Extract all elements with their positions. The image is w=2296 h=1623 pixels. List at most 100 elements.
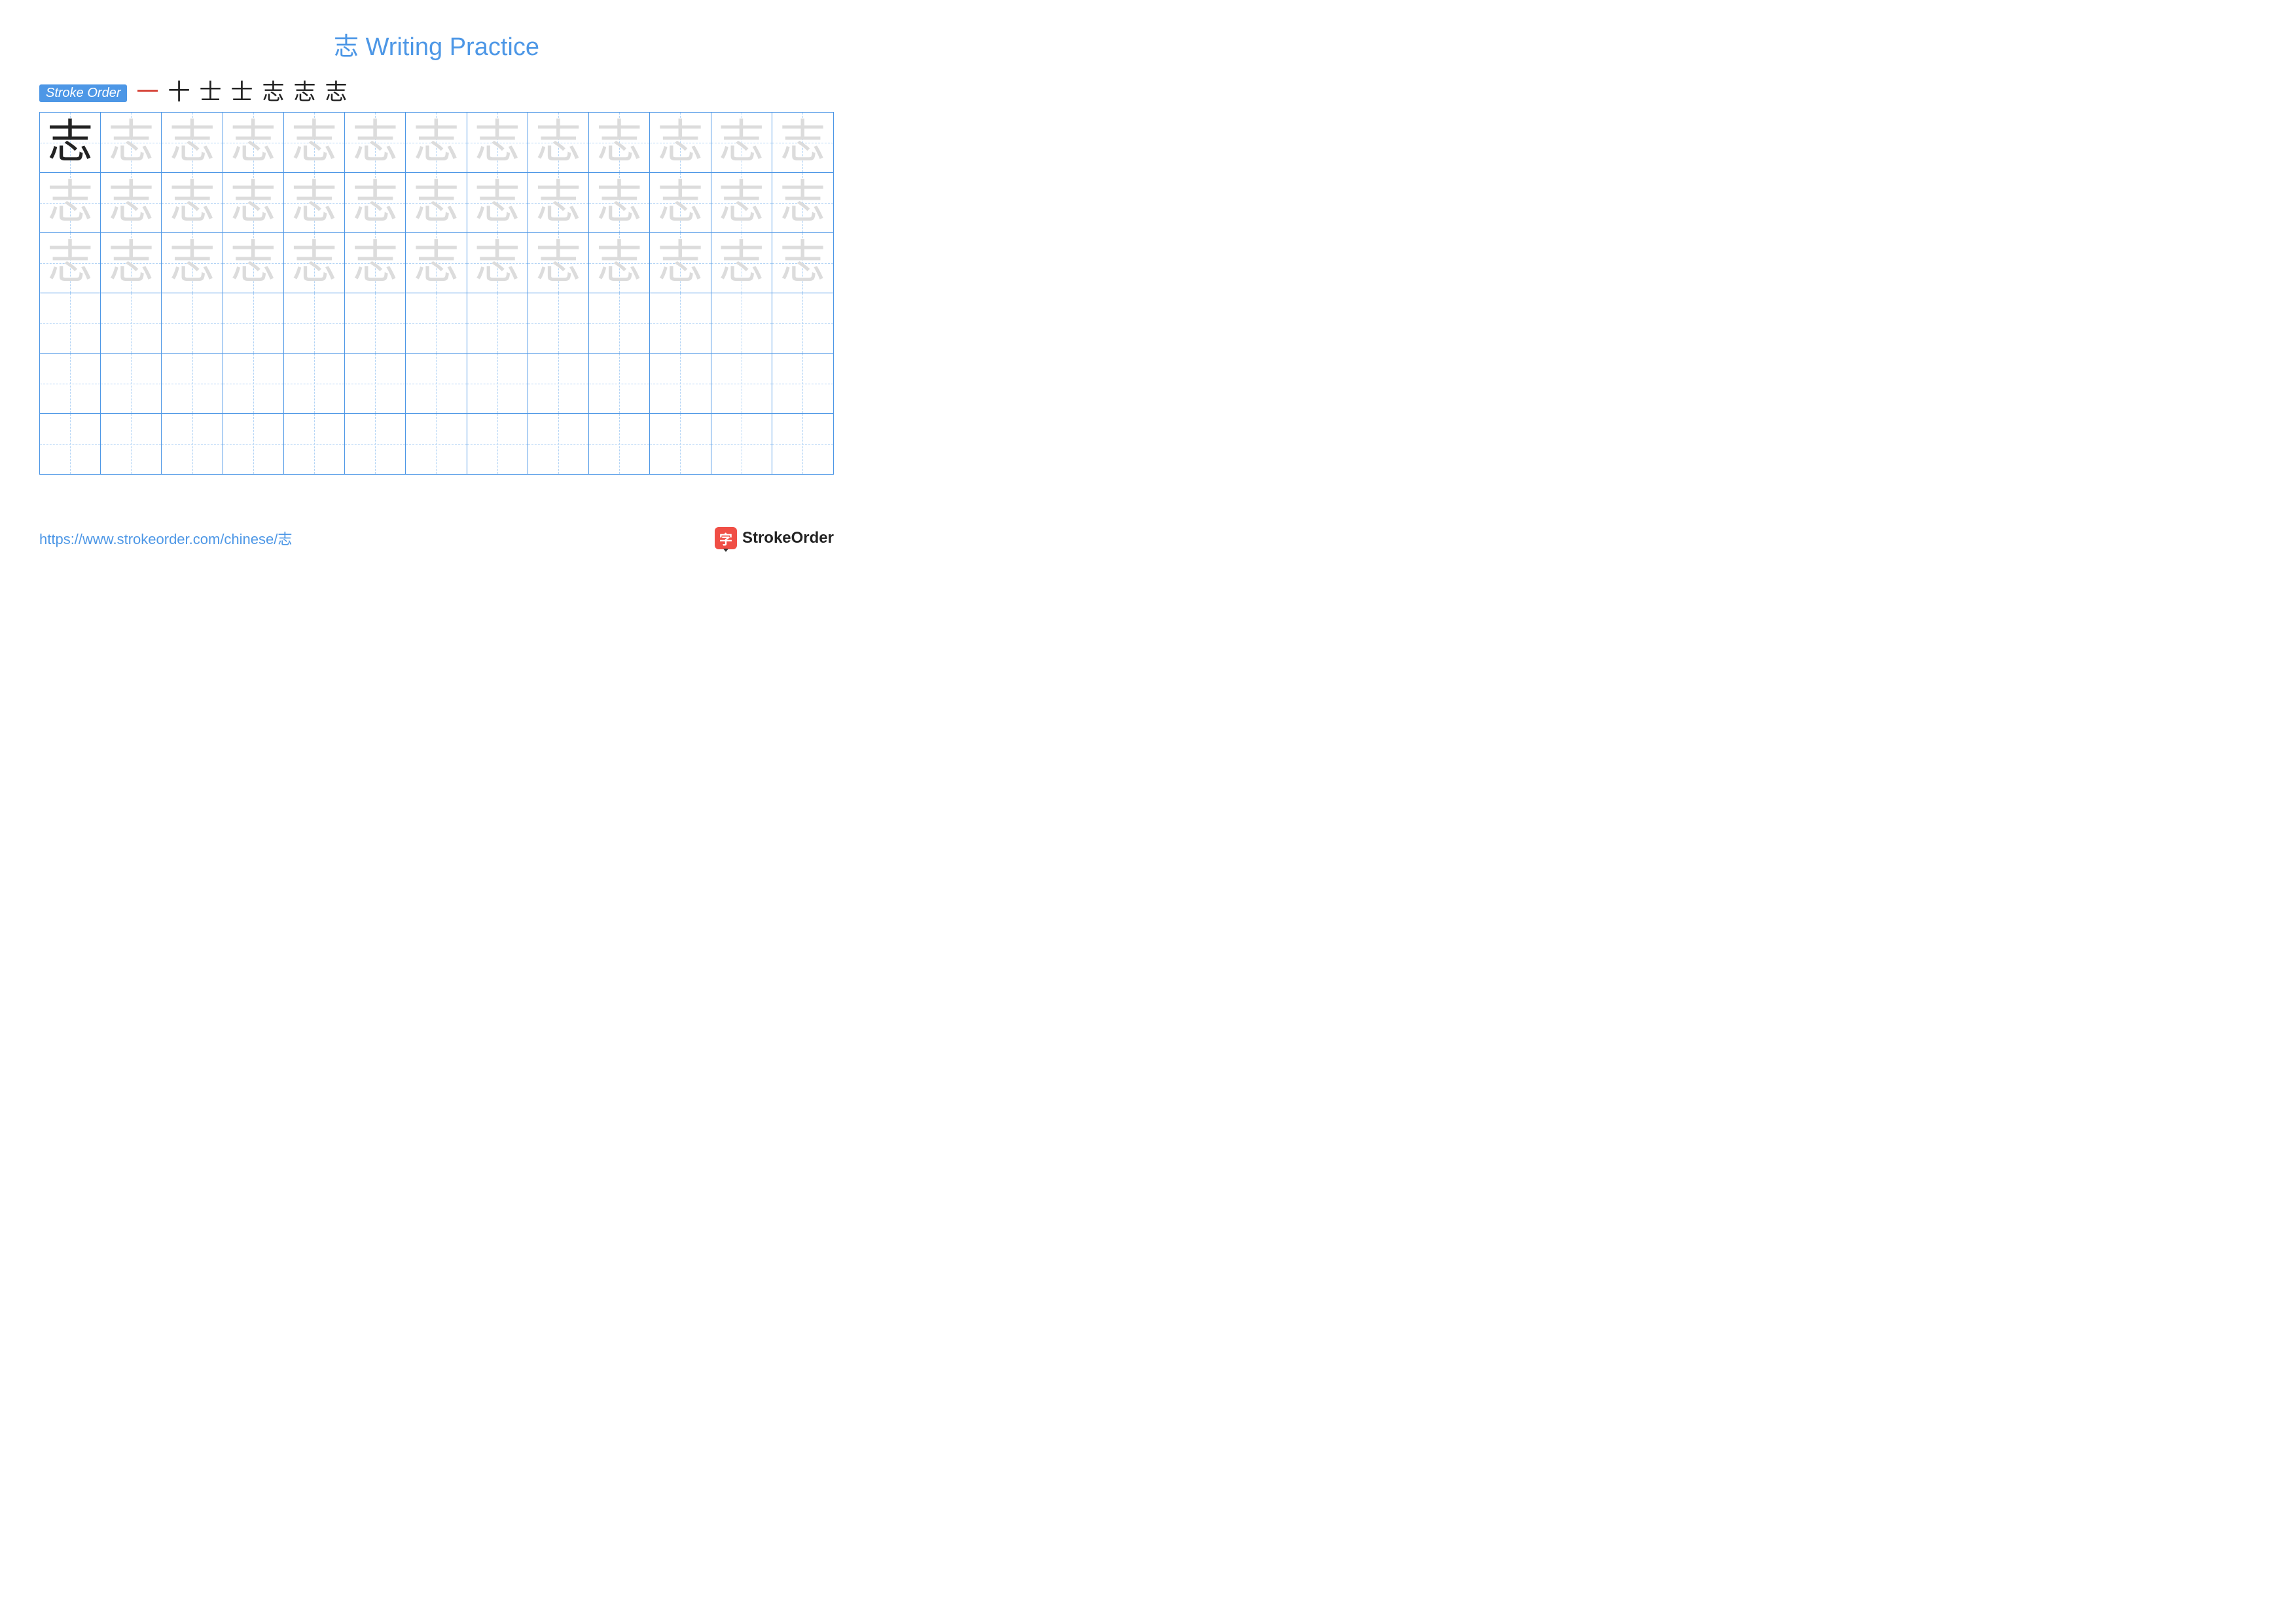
- trace-character: 志: [230, 180, 276, 226]
- trace-character: 志: [352, 180, 398, 226]
- stroke-step-4: 士: [230, 82, 253, 104]
- grid-cell: [101, 293, 162, 354]
- stroke-step-5: 志: [262, 82, 284, 104]
- logo: 字 StrokeOrder: [715, 527, 834, 549]
- grid-cell: [528, 414, 589, 474]
- grid-cell: 志: [101, 233, 162, 293]
- grid-cell: [589, 354, 650, 414]
- grid-cell: 志: [467, 233, 528, 293]
- trace-character: 志: [596, 240, 642, 286]
- grid-cell: [406, 354, 467, 414]
- grid-cell: 志: [406, 233, 467, 293]
- grid-cell: [162, 293, 223, 354]
- trace-character: 志: [780, 240, 825, 286]
- grid-cell: 志: [284, 113, 345, 173]
- stroke-step-1: 一: [136, 82, 158, 104]
- logo-icon: 字: [715, 527, 737, 549]
- trace-character: 志: [719, 240, 764, 286]
- trace-character: 志: [780, 180, 825, 226]
- trace-character: 志: [230, 120, 276, 166]
- grid-cell: [223, 354, 284, 414]
- grid-cell: 志: [650, 173, 711, 233]
- grid-cell: [345, 354, 406, 414]
- grid-cell: 志: [345, 173, 406, 233]
- trace-character: 志: [108, 120, 154, 166]
- grid-cell: 志: [284, 173, 345, 233]
- grid-cell: [284, 354, 345, 414]
- stroke-step-3: 士: [199, 82, 221, 104]
- grid-cell: 志: [101, 113, 162, 173]
- grid-cell: [711, 293, 772, 354]
- grid-cell: [467, 414, 528, 474]
- grid-cell: [284, 293, 345, 354]
- grid-cell: 志: [223, 233, 284, 293]
- trace-character: 志: [47, 240, 93, 286]
- trace-character: 志: [535, 180, 581, 226]
- grid-cell: 志: [345, 113, 406, 173]
- grid-cell: 志: [162, 173, 223, 233]
- grid-cell: 志: [467, 113, 528, 173]
- practice-grid: 志志志志志志志志志志志志志志志志志志志志志志志志志志志志志志志志志志志志志志志: [39, 112, 834, 475]
- grid-cell: 志: [589, 113, 650, 173]
- grid-cell: [406, 293, 467, 354]
- trace-character: 志: [352, 120, 398, 166]
- logo-text: StrokeOrder: [742, 529, 834, 547]
- trace-character: 志: [596, 180, 642, 226]
- grid-cell: [711, 354, 772, 414]
- grid-cell: [101, 414, 162, 474]
- trace-character: 志: [108, 180, 154, 226]
- grid-cell: 志: [772, 233, 833, 293]
- grid-cell: [223, 293, 284, 354]
- trace-character: 志: [170, 180, 215, 226]
- grid-cell: [345, 293, 406, 354]
- footer-url[interactable]: https://www.strokeorder.com/chinese/志: [39, 528, 292, 549]
- grid-cell: 志: [162, 113, 223, 173]
- model-character: 志: [47, 120, 93, 166]
- grid-cell: [40, 293, 101, 354]
- trace-character: 志: [108, 240, 154, 286]
- grid-cell: 志: [406, 173, 467, 233]
- trace-character: 志: [657, 120, 703, 166]
- grid-cell: [772, 293, 833, 354]
- grid-cell: 志: [223, 113, 284, 173]
- title-suffix: Writing Practice: [359, 33, 539, 61]
- grid-cell: 志: [467, 173, 528, 233]
- trace-character: 志: [413, 180, 459, 226]
- trace-character: 志: [352, 240, 398, 286]
- trace-character: 志: [291, 240, 337, 286]
- grid-cell: 志: [406, 113, 467, 173]
- title-character: 志: [334, 33, 359, 61]
- grid-cell: [650, 354, 711, 414]
- trace-character: 志: [475, 180, 520, 226]
- grid-cell: [101, 354, 162, 414]
- trace-character: 志: [719, 180, 764, 226]
- grid-cell: 志: [284, 233, 345, 293]
- grid-cell: 志: [345, 233, 406, 293]
- grid-cell: [650, 293, 711, 354]
- grid-cell: [528, 293, 589, 354]
- trace-character: 志: [413, 240, 459, 286]
- stroke-order-row: Stroke Order 一 十 士 士 志 志 志: [39, 82, 834, 104]
- footer: https://www.strokeorder.com/chinese/志 字 …: [39, 527, 834, 549]
- trace-character: 志: [657, 180, 703, 226]
- trace-character: 志: [535, 120, 581, 166]
- grid-cell: [772, 354, 833, 414]
- grid-cell: 志: [528, 113, 589, 173]
- grid-cell: [711, 414, 772, 474]
- grid-cell: 志: [162, 233, 223, 293]
- grid-cell: 志: [528, 173, 589, 233]
- grid-cell: 志: [40, 233, 101, 293]
- grid-cell: [589, 414, 650, 474]
- grid-cell: 志: [650, 113, 711, 173]
- trace-character: 志: [596, 120, 642, 166]
- stroke-step-7: 志: [325, 82, 347, 104]
- grid-cell: [467, 293, 528, 354]
- grid-cell: [650, 414, 711, 474]
- grid-cell: 志: [528, 233, 589, 293]
- trace-character: 志: [475, 240, 520, 286]
- trace-character: 志: [170, 120, 215, 166]
- trace-character: 志: [780, 120, 825, 166]
- grid-cell: 志: [40, 173, 101, 233]
- grid-cell: [528, 354, 589, 414]
- grid-cell: 志: [711, 233, 772, 293]
